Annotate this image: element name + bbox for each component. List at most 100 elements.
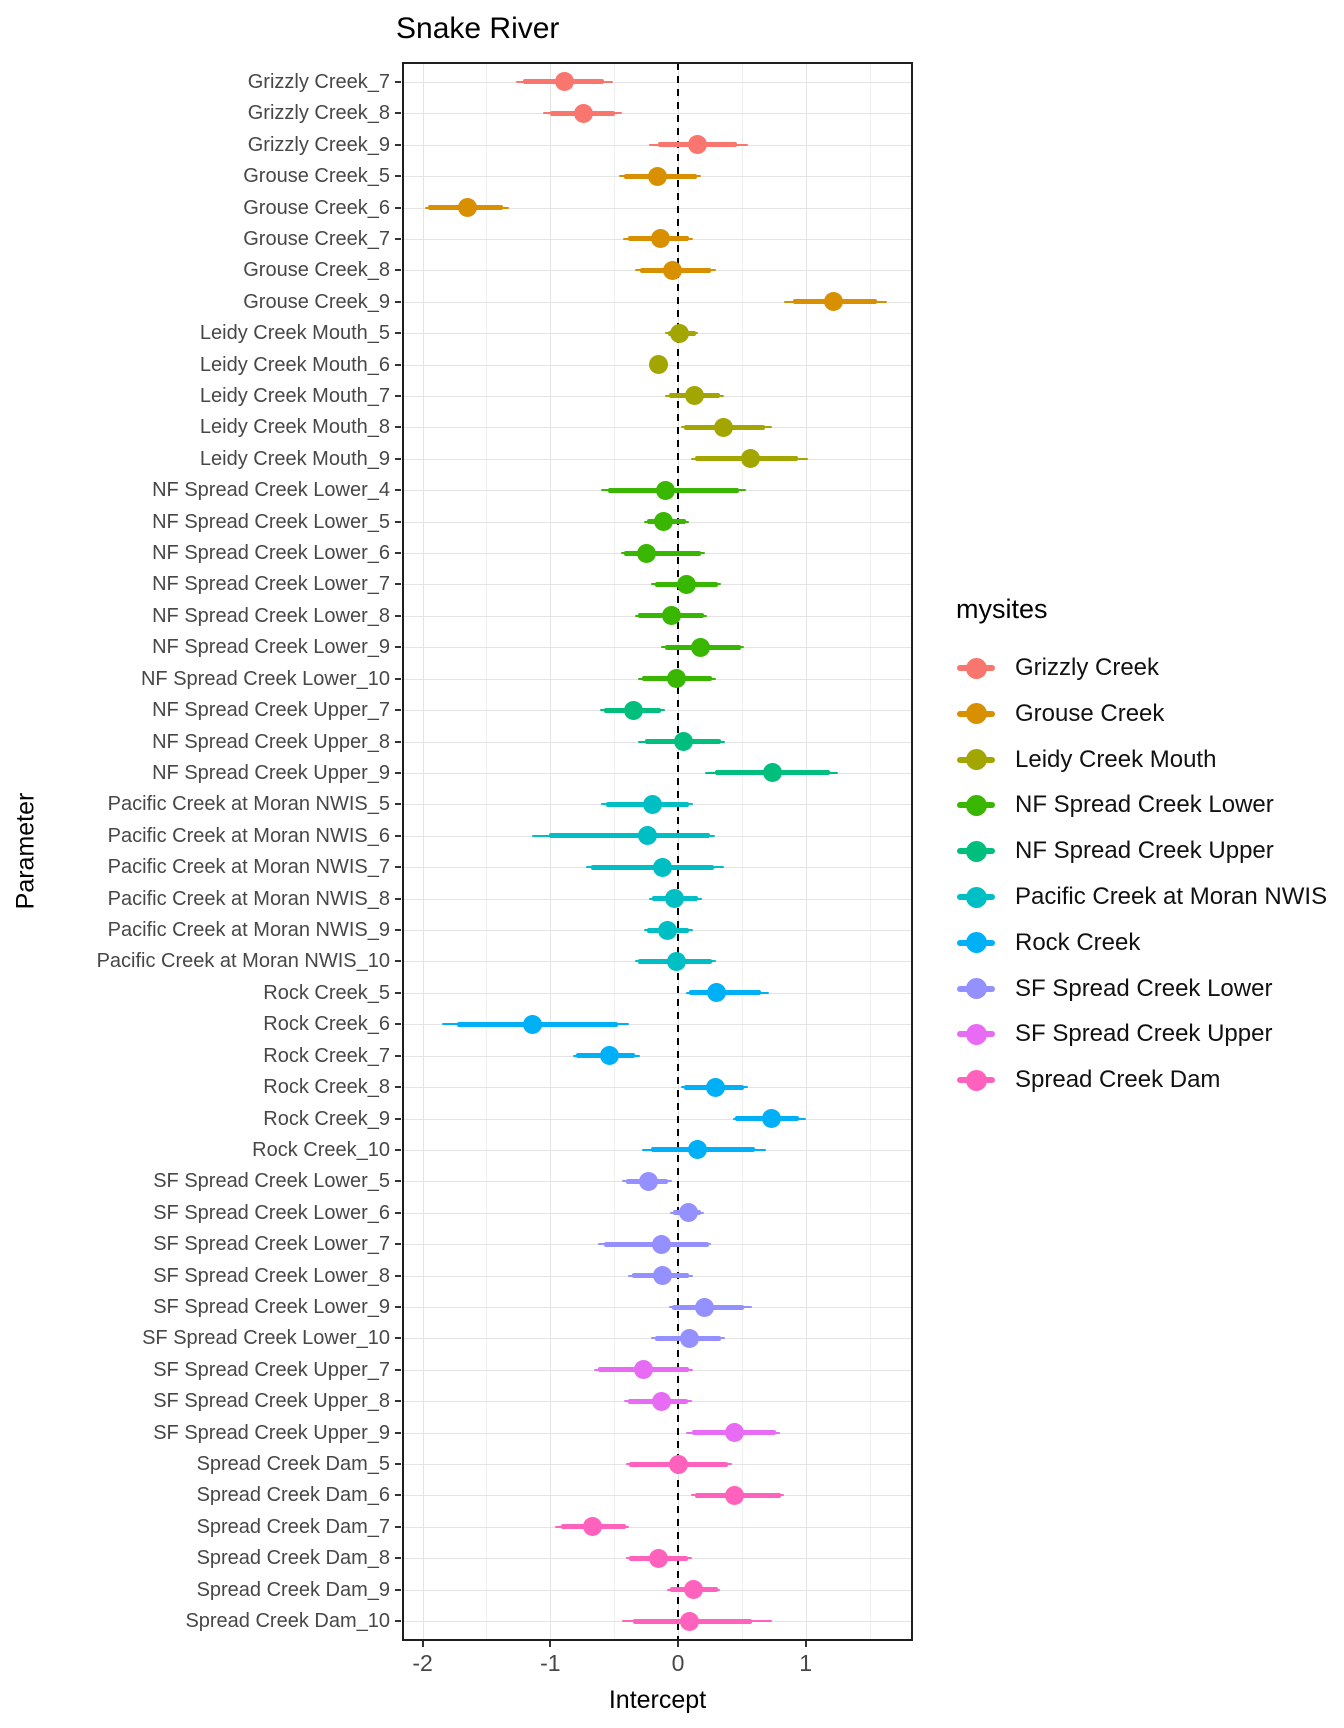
interval-thick [624,550,701,556]
y-axis-label: NF Spread Creek Lower_9 [152,636,390,659]
y-axis-tick [395,709,401,712]
y-axis-label: Grouse Creek_5 [243,165,390,188]
panel-background [403,63,912,1640]
point-estimate [679,1328,699,1348]
x-axis-tick [421,1641,424,1647]
legend-item-label: Pacific Creek at Moran NWIS [1015,883,1328,910]
gridline-major-h [403,647,912,648]
y-axis-tick [395,1306,401,1308]
y-axis-label: NF Spread Creek Upper_8 [152,730,390,753]
y-axis-tick [395,834,401,837]
point-estimate [762,763,782,783]
gridline-major-v [806,63,807,1640]
y-axis-label: NF Spread Creek Lower_6 [152,542,390,565]
point-estimate [678,1203,698,1223]
gridline-major-h [403,1119,912,1120]
point-estimate [623,700,643,720]
gridline-minor-v [870,63,871,1640]
interval-thick [549,833,710,839]
y-axis-tick [395,803,401,806]
y-axis-label: Rock Creek_8 [263,1076,390,1099]
point-estimate [582,1517,602,1537]
x-axis-tick-label: -1 [540,1650,561,1676]
plot-panel [402,62,913,1641]
y-axis-label: Grouse Creek_6 [243,196,390,219]
plot-title: Snake River [396,12,560,45]
y-axis-tick [395,269,401,272]
y-axis-tick [395,897,401,900]
point-estimate [457,198,477,217]
y-axis-label: SF Spread Creek Upper_9 [153,1421,390,1444]
y-axis-label: SF Spread Creek Lower_7 [153,1233,390,1256]
point-estimate [705,1077,725,1097]
point-estimate [664,889,684,909]
gridline-major-h [403,1213,912,1214]
y-axis-tick [395,457,401,460]
gridline-major-h [403,396,912,397]
point-estimate [714,417,734,437]
y-axis-label: Grouse Creek_7 [243,227,390,250]
y-axis-label: Spread Creek Dam_5 [196,1453,390,1476]
point-estimate [655,480,675,500]
point-estimate [649,1548,669,1568]
point-estimate [642,794,662,814]
y-axis-tick [395,175,401,178]
y-axis-label: NF Spread Creek Lower_8 [152,604,390,627]
legend-key-dot [965,978,987,1000]
y-axis-label: Spread Creek Dam_10 [185,1610,390,1633]
point-estimate [761,1109,781,1129]
y-axis-title: Parameter [11,792,40,910]
gridline-major-h [403,993,912,994]
point-estimate [639,1171,659,1191]
y-axis-tick [395,1368,401,1371]
y-axis-tick [395,1494,401,1497]
y-axis-label: Leidy Creek Mouth_5 [199,322,390,345]
y-axis-tick [395,929,401,932]
y-axis-tick [395,1117,401,1120]
y-axis-label: Rock Creek_5 [263,981,390,1004]
y-axis-label: Spread Creek Dam_6 [196,1484,390,1507]
point-estimate [679,1611,699,1631]
legend-key-dot [965,749,987,771]
y-axis-label: Spread Creek Dam_7 [196,1515,390,1538]
point-estimate [653,857,673,877]
gridline-major-h [403,1307,912,1308]
y-axis-tick [395,206,401,209]
y-axis-label: Pacific Creek at Moran NWIS_10 [96,950,390,973]
y-axis-tick [395,520,401,523]
legend-key-dot [965,657,987,679]
y-axis-tick [395,1148,401,1151]
y-axis-label: NF Spread Creek Lower_5 [152,510,390,533]
gridline-major-h [403,1590,912,1591]
gridline-major-v [550,63,551,1640]
point-estimate [706,983,726,1003]
interval-thick [591,864,714,870]
y-axis-tick [395,677,401,680]
y-axis-label: Spread Creek Dam_9 [196,1578,390,1601]
y-axis-tick [395,1463,401,1466]
y-axis-tick [395,1431,401,1434]
y-axis-tick [395,1274,401,1277]
y-axis-label: NF Spread Creek Upper_7 [152,699,390,722]
y-axis-tick [395,614,401,617]
gridline-major-h [403,208,912,209]
y-axis-label: SF Spread Creek Lower_8 [153,1264,390,1287]
x-axis-tick-label: 1 [799,1650,813,1676]
y-axis-tick [395,300,401,303]
y-axis-tick [395,426,401,429]
y-axis-label: Grizzly Creek_7 [247,70,390,93]
gridline-major-h [403,427,912,428]
point-estimate [683,1580,703,1600]
point-estimate [691,637,711,657]
point-estimate [599,1046,619,1066]
gridline-major-h [403,1433,912,1434]
point-estimate [637,826,657,846]
point-estimate [649,355,669,375]
y-axis-label: SF Spread Creek Lower_9 [153,1296,390,1318]
legend-item-label: Spread Creek Dam [1015,1066,1221,1094]
point-estimate [667,669,687,689]
y-axis-label: Rock Creek_6 [263,1013,390,1036]
legend-item-label: SF Spread Creek Upper [1015,1020,1273,1048]
y-axis-tick [395,866,401,869]
